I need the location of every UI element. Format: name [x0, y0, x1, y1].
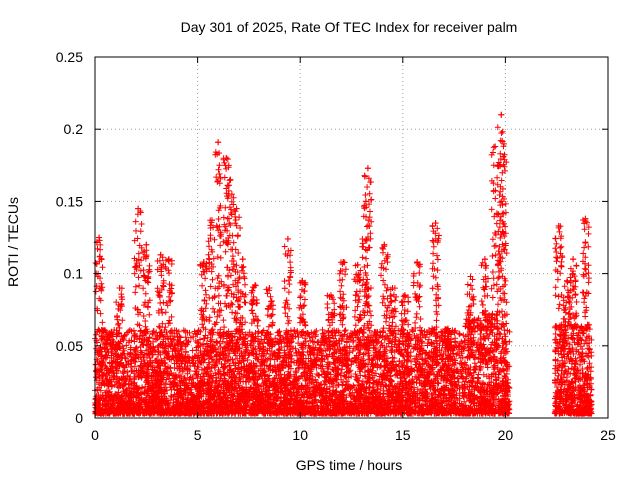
peak-point	[467, 273, 474, 280]
peak-point	[266, 285, 273, 292]
peak-point	[284, 235, 291, 242]
y-tick-label: 0.25	[56, 49, 83, 65]
peak-point	[381, 241, 388, 248]
peak-point	[389, 285, 396, 292]
x-tick-label: 15	[395, 427, 411, 443]
x-axis-label: GPS time / hours	[296, 457, 403, 473]
peak-point	[563, 277, 570, 284]
peak-point	[481, 256, 488, 263]
peak-point	[498, 111, 505, 118]
peak-point	[570, 256, 577, 263]
y-tick-label: 0.1	[64, 266, 84, 282]
peak-point	[227, 176, 234, 183]
peak-point	[354, 261, 361, 268]
peak-point	[444, 325, 451, 332]
peak-point	[143, 241, 150, 248]
peak-point	[96, 234, 103, 241]
peak-point	[500, 153, 507, 160]
peak-point	[362, 198, 369, 205]
peak-point	[340, 259, 347, 266]
axis-ticks: 0 5 10 15 20 25 0 0.05 0.1 0.15 0.2 0.25	[56, 49, 616, 443]
x-tick-label: 10	[292, 427, 308, 443]
plot-frame	[94, 56, 609, 419]
roti-points	[92, 111, 595, 417]
peak-point	[432, 220, 439, 227]
peak-point	[239, 256, 246, 263]
peak-point	[252, 282, 259, 289]
peak-point	[208, 217, 215, 224]
peak-point	[582, 215, 589, 222]
data-points	[92, 111, 595, 417]
peak-point	[135, 205, 142, 212]
y-axis-label: ROTI / TECUs	[5, 197, 21, 287]
x-tick-label: 5	[194, 427, 202, 443]
peak-point	[165, 256, 172, 263]
peak-point	[223, 155, 230, 162]
peak-point	[233, 205, 240, 212]
y-tick-label: 0.15	[56, 193, 83, 209]
chart-title: Day 301 of 2025, Rate Of TEC Index for r…	[181, 19, 518, 35]
x-tick-label: 25	[600, 427, 616, 443]
y-tick-label: 0.05	[56, 338, 83, 354]
peak-point	[555, 222, 562, 229]
y-tick-label: 0	[75, 410, 83, 426]
peak-point	[492, 143, 499, 150]
peak-point	[401, 292, 408, 299]
grid	[95, 57, 608, 418]
peak-point	[299, 277, 306, 284]
x-tick-label: 20	[498, 427, 514, 443]
peak-point	[157, 251, 164, 258]
peak-point	[200, 259, 207, 266]
y-tick-label: 0.2	[64, 121, 84, 137]
peak-point	[327, 292, 334, 299]
peak-point	[364, 165, 371, 172]
peak-point	[414, 259, 421, 266]
x-tick-label: 0	[91, 427, 99, 443]
peak-point	[215, 139, 222, 146]
peak-point	[116, 285, 123, 292]
